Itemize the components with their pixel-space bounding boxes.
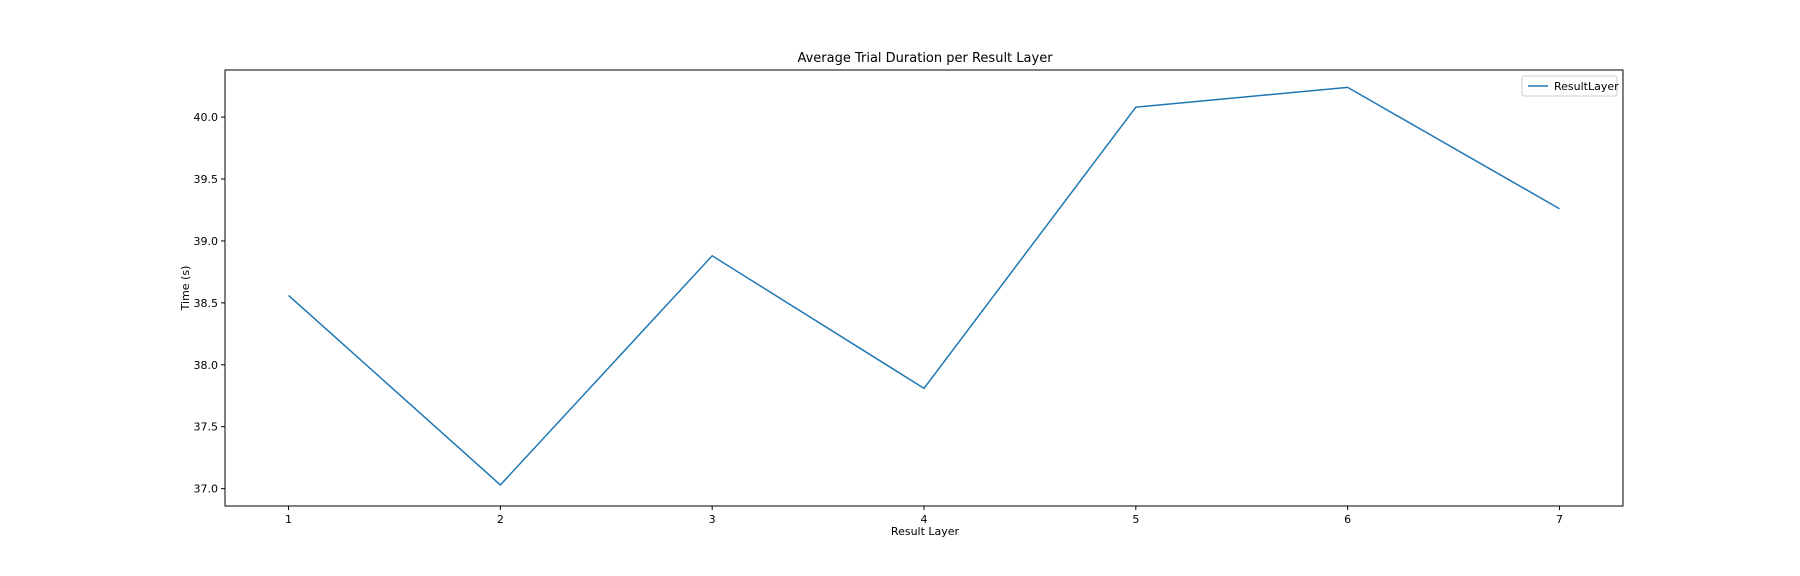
y-tick-label: 37.0: [194, 483, 219, 496]
chart-title: Average Trial Duration per Result Layer: [797, 51, 1053, 66]
x-tick-label: 2: [497, 513, 504, 526]
legend-label: ResultLayer: [1554, 80, 1619, 93]
x-tick-label: 6: [1344, 513, 1351, 526]
x-tick-label: 5: [1132, 513, 1139, 526]
plot-area: 1 2 3 4 5 6 7 37.0 37.5 38.0 38.5 39.0 39.5 40.0 Resul…: [194, 69, 1624, 526]
legend-box: [1521, 75, 1618, 97]
x-axis-label: Result Layer: [891, 525, 960, 538]
x-tick-label: 4: [921, 513, 928, 526]
legend: ResultLayer: [1521, 75, 1619, 97]
y-tick-label: 40.0: [194, 111, 219, 124]
y-tick-label: 38.5: [194, 297, 219, 310]
series-line-ResultLayer: [288, 86, 1560, 486]
y-tick-label: 37.5: [194, 421, 219, 434]
plot-background: [225, 70, 1623, 506]
x-tick-label: 3: [709, 513, 716, 526]
y-tick-label: 39.5: [194, 173, 219, 186]
x-tick-label: 7: [1556, 513, 1563, 526]
x-tick-label: 1: [285, 513, 292, 526]
y-axis-label: Time (s): [179, 266, 192, 312]
y-tick-label: 39.0: [194, 235, 219, 248]
plot-frame: [224, 69, 1624, 507]
y-tick-label: 38.0: [194, 359, 219, 372]
